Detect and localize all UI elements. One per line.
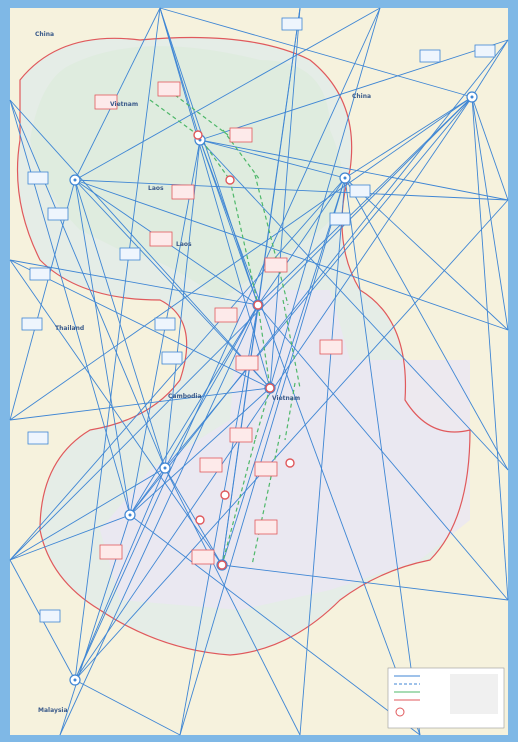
country-label: Malaysia (38, 707, 68, 714)
info-box (120, 248, 140, 260)
aerodrome-box (255, 520, 277, 534)
airport (226, 176, 234, 184)
airport (286, 459, 294, 467)
info-box (475, 45, 495, 57)
info-box (40, 610, 60, 622)
country-label: China (352, 93, 371, 100)
country-label: Thailand (55, 325, 84, 332)
aerodrome-box (230, 428, 252, 442)
airport (254, 301, 262, 309)
navaid-dot (74, 179, 77, 182)
navaid-dot (344, 177, 347, 180)
aerodrome-box (215, 308, 237, 322)
airport (266, 384, 274, 392)
country-label: Laos (176, 241, 192, 248)
page: China China Vietnam Laos Laos Thailand C… (0, 0, 518, 742)
aerodrome-box (200, 458, 222, 472)
airport (196, 516, 204, 524)
navaid-dot (471, 96, 474, 99)
navaid-dot (164, 467, 167, 470)
info-box (155, 318, 175, 330)
country-label: Vietnam (272, 395, 300, 402)
legend (388, 668, 504, 728)
info-box (28, 172, 48, 184)
aerodrome-box (236, 356, 258, 370)
info-box (28, 432, 48, 444)
aerodrome-box (158, 82, 180, 96)
info-box (282, 18, 302, 30)
navaid-dot (74, 679, 77, 682)
airport (218, 561, 226, 569)
aerodrome-box (265, 258, 287, 272)
info-box (22, 318, 42, 330)
aerodrome-box (150, 232, 172, 246)
info-box (330, 213, 350, 225)
aerodrome-box (255, 462, 277, 476)
aerodrome-box (172, 185, 194, 199)
info-box (162, 352, 182, 364)
navaid-dot (129, 514, 132, 517)
info-box (420, 50, 440, 62)
country-label: Cambodia (168, 393, 202, 400)
airport (194, 131, 202, 139)
country-label: China (35, 31, 54, 38)
airport (221, 491, 229, 499)
aerodrome-box (230, 128, 252, 142)
country-label: Laos (148, 185, 164, 192)
country-label: Vietnam (110, 101, 138, 108)
info-box (48, 208, 68, 220)
map: China China Vietnam Laos Laos Thailand C… (0, 0, 518, 742)
aerodrome-box (192, 550, 214, 564)
info-box (350, 185, 370, 197)
aerodrome-box (100, 545, 122, 559)
aerodrome-box (320, 340, 342, 354)
info-box (30, 268, 50, 280)
